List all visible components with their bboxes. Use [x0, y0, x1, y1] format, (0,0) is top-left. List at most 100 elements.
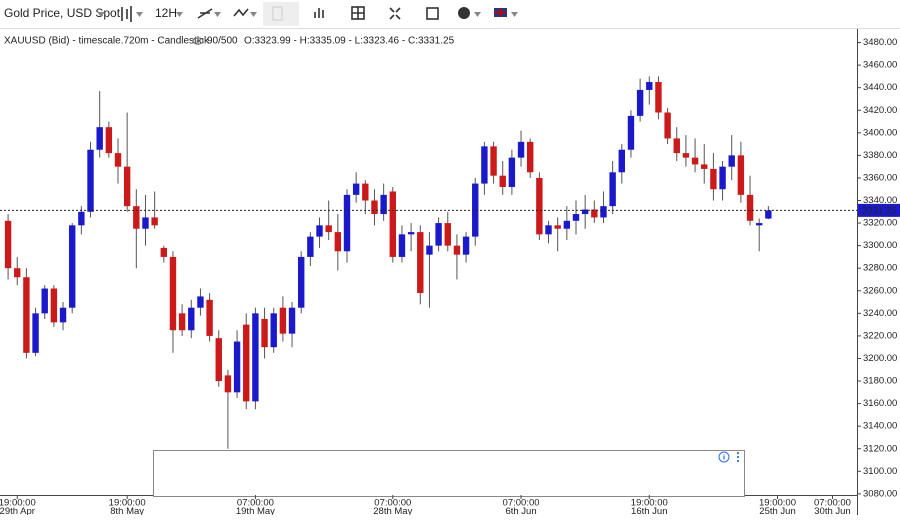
candle-body	[123, 166, 131, 207]
candle-body	[710, 168, 717, 190]
candle-body	[352, 183, 360, 195]
candle-body	[23, 277, 30, 353]
layout-button[interactable]	[351, 6, 365, 20]
candle-body	[719, 166, 726, 190]
x-tick-date: 19th May	[236, 506, 275, 515]
candle-body	[206, 299, 213, 336]
candle-body	[169, 256, 177, 331]
language-button[interactable]	[494, 8, 518, 17]
candle-body	[563, 220, 571, 229]
y-tick-label: 3240.00	[863, 308, 897, 319]
y-tick-label: 3280.00	[863, 263, 897, 274]
y-tick-label: 3100.00	[863, 466, 897, 477]
indicator-button[interactable]	[233, 8, 257, 17]
candle-body	[215, 338, 222, 382]
candle-body	[188, 307, 195, 331]
series-legend: XAUUSD (Bid) - timescale.720m - Candlest…	[4, 36, 210, 47]
candle-body	[59, 307, 67, 323]
disabled-icon	[272, 6, 283, 21]
candle-body	[197, 296, 204, 308]
candle-body	[160, 247, 167, 257]
candle-body	[499, 175, 506, 187]
y-tick-label: 3220.00	[863, 330, 897, 341]
candle-body	[78, 211, 85, 226]
candle-body	[142, 217, 149, 229]
candle-body	[453, 245, 461, 255]
y-tick-label: 3420.00	[863, 105, 897, 116]
candle-body	[655, 82, 662, 113]
candle-body	[545, 225, 552, 235]
candle-body	[307, 236, 314, 257]
candle-body	[178, 313, 186, 331]
candle-body	[517, 141, 525, 158]
volume-button[interactable]	[314, 8, 324, 18]
drawing-tool-button[interactable]	[197, 8, 221, 19]
candle-body	[243, 324, 250, 402]
interval-dropdown	[176, 12, 183, 17]
y-tick-label: 3400.00	[863, 127, 897, 138]
candle-body	[96, 127, 103, 150]
interval-selector[interactable]: 12H	[155, 6, 177, 20]
candle-body	[682, 153, 690, 158]
x-tick-time: 07:00:00	[237, 498, 274, 509]
candle-body	[105, 127, 113, 154]
candle-body	[334, 232, 342, 252]
y-tick-label: 3120.00	[863, 443, 897, 454]
instrument-dropdown[interactable]	[97, 12, 105, 17]
candle-body	[398, 234, 406, 257]
candle-body	[490, 146, 497, 176]
candle-body	[572, 214, 580, 221]
candle-body	[636, 89, 644, 116]
y-tick-label: 3360.00	[863, 172, 897, 183]
candle-body	[261, 318, 268, 348]
info-button[interactable]	[718, 451, 730, 463]
chart-type-button[interactable]	[121, 6, 143, 22]
candle-body	[765, 210, 772, 219]
y-tick-label: 3300.00	[863, 240, 897, 251]
candle-body	[756, 223, 763, 226]
candle-body	[50, 288, 58, 323]
candle-body	[609, 172, 616, 207]
ohlc-summary: O:3323.99 - H:3335.09 - L:3323.46 - C:33…	[244, 36, 455, 47]
candle-body	[69, 225, 76, 308]
plot-area	[4, 76, 772, 449]
x-tick-date: 25th Jun	[759, 506, 795, 515]
candle-body	[41, 288, 48, 314]
candle-body	[462, 236, 470, 255]
x-tick-time: 19:00:00	[631, 498, 668, 509]
candle-body	[270, 313, 277, 348]
candle-body	[362, 183, 369, 201]
panel-menu[interactable]	[736, 451, 740, 463]
candle-body	[233, 341, 241, 393]
bar-count: 90/500	[207, 36, 238, 47]
y-tick-label: 3320.00	[863, 218, 897, 229]
candle-body	[87, 149, 94, 212]
candle-body	[701, 164, 708, 169]
x-tick-date: 29th Apr	[0, 506, 35, 515]
candle-body	[417, 232, 424, 294]
fullscreen-button[interactable]	[389, 7, 401, 20]
candle-body	[389, 191, 396, 257]
y-tick-label: 3260.00	[863, 285, 897, 296]
candle-body	[114, 153, 122, 167]
candle-body	[536, 177, 543, 235]
candle-body	[371, 200, 378, 215]
candle-body	[508, 157, 516, 187]
candle-body	[618, 149, 625, 173]
candle-body	[600, 206, 607, 218]
candle-body	[32, 313, 39, 353]
candle-body	[151, 217, 158, 226]
y-tick-label: 3080.00	[863, 488, 897, 499]
instrument-selector[interactable]: Gold Price, USD Spot	[4, 6, 121, 20]
visibility-toggle[interactable]	[192, 37, 204, 45]
x-tick-date: 16th Jun	[631, 506, 667, 515]
x-tick-date: 28th May	[373, 506, 412, 515]
snapshot-button[interactable]	[426, 7, 439, 20]
candle-body	[554, 225, 561, 229]
x-tick-date: 6th Jun	[505, 506, 536, 515]
candle-body	[4, 220, 12, 269]
theme-button[interactable]	[458, 7, 481, 19]
candle-body	[691, 157, 699, 165]
y-tick-label: 3200.00	[863, 353, 897, 364]
